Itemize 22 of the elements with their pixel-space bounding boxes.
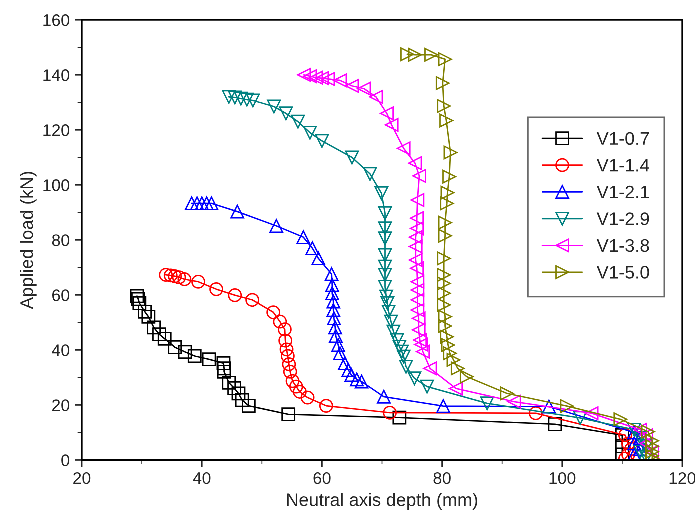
y-tick-label: 140 — [44, 70, 70, 82]
legend-label: V1-2.9 — [596, 212, 650, 226]
legend-label: V1-0.7 — [596, 132, 650, 146]
y-tick-label: 80 — [52, 234, 70, 246]
legend-label: V1-3.8 — [596, 239, 650, 252]
y-tick-label: 160 — [44, 14, 70, 26]
y-tick-label: 0 — [62, 454, 70, 466]
y-tick-label: 60 — [52, 290, 70, 302]
legend-label: V1-1.4 — [596, 159, 650, 172]
legend-label: V1-2.1 — [596, 186, 650, 198]
x-tick-label: 40 — [193, 472, 211, 484]
x-tick-label: 80 — [434, 472, 451, 484]
y-tick-label: 40 — [52, 344, 70, 356]
y-tick-label: 20 — [52, 400, 70, 412]
y-tick-label: 120 — [44, 124, 70, 136]
x-tick-label: 60 — [314, 472, 331, 484]
x-tick-label: 20 — [74, 472, 91, 484]
legend-label: V1-5.0 — [596, 266, 650, 279]
y-axis-title: Applied load (kN) — [20, 172, 37, 310]
y-tick-label: 100 — [44, 180, 70, 192]
x-axis-title: Neutral axis depth (mm) — [287, 493, 478, 510]
x-tick-label: 100 — [550, 472, 576, 484]
